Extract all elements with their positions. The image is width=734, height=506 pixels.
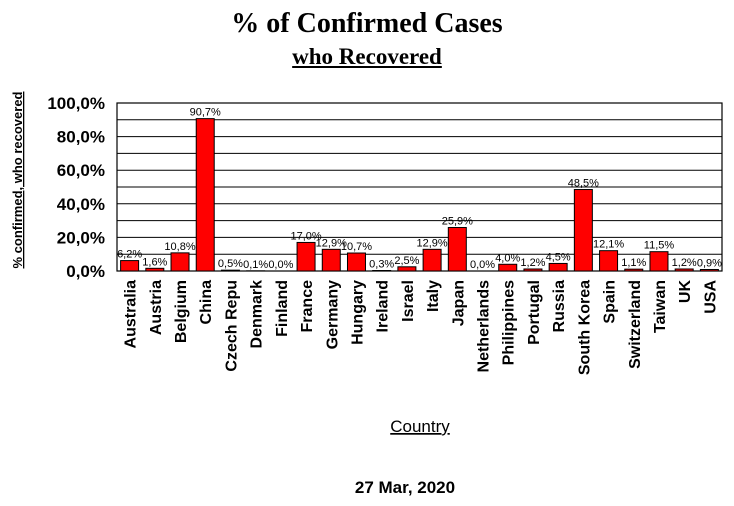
- x-tick-label: Spain: [602, 280, 619, 324]
- x-tick-label: Taiwan: [652, 280, 669, 333]
- x-tick-label: Switzerland: [627, 280, 644, 369]
- data-label: 12,9%: [417, 237, 448, 249]
- x-tick-label: Philippines: [501, 280, 518, 365]
- bar: [372, 269, 392, 272]
- bar: [397, 266, 417, 272]
- data-label: 6,2%: [117, 249, 142, 261]
- footer-date: 27 Mar, 2020: [354, 478, 456, 497]
- data-label: 4,5%: [546, 251, 571, 263]
- data-label: 12,1%: [593, 239, 624, 251]
- y-axis-label: % confirmed, who recovered: [10, 91, 25, 268]
- data-label: 25,9%: [442, 215, 473, 227]
- bar: [699, 268, 719, 272]
- x-tick-label: Finland: [274, 280, 291, 337]
- data-label: 48,5%: [568, 178, 599, 190]
- bar: [649, 251, 669, 272]
- bar: [346, 252, 366, 272]
- x-tick-label: Portugal: [526, 280, 543, 345]
- data-label: 12,9%: [316, 237, 347, 249]
- data-label: 0,0%: [268, 259, 293, 271]
- bar: [296, 241, 316, 272]
- data-label: 10,8%: [164, 241, 195, 253]
- x-tick-label: Hungary: [349, 280, 366, 345]
- chart-subtitle: who Recovered: [292, 44, 442, 69]
- data-label: 0,5%: [218, 258, 243, 270]
- y-tick-label: 80,0%: [57, 128, 105, 147]
- data-label: 1,2%: [520, 257, 545, 269]
- bar: [422, 248, 442, 272]
- x-tick-label: USA: [702, 280, 719, 314]
- bar: [523, 268, 543, 272]
- data-label: 1,2%: [672, 257, 697, 269]
- bar: [447, 226, 467, 272]
- bar: [624, 268, 644, 272]
- bar: [321, 248, 341, 272]
- data-label: 17,0%: [290, 230, 321, 242]
- bar: [195, 118, 215, 272]
- x-tick-label: Japan: [450, 280, 467, 326]
- data-label: 1,6%: [142, 256, 167, 268]
- y-tick-label: 20,0%: [57, 228, 105, 247]
- data-label: 0,3%: [369, 258, 394, 270]
- bar: [548, 262, 568, 272]
- x-tick-label: Austria: [148, 280, 165, 335]
- bar: [498, 263, 518, 272]
- data-label: 11,5%: [644, 240, 675, 252]
- plot-frame: [116, 102, 723, 272]
- data-label: 90,7%: [190, 107, 221, 119]
- x-tick-label: Russia: [551, 280, 568, 333]
- bar-chart: 0,0% 20,0% 40,0% 60,0% 80,0% 100,0% 6,2% Austra…: [10, 91, 723, 436]
- x-tick-label: Denmark: [249, 280, 266, 349]
- data-label: 4,0%: [495, 252, 520, 264]
- bar: [145, 267, 165, 272]
- data-label: 0,0%: [470, 259, 495, 271]
- bar: [120, 260, 140, 272]
- data-label: 0,1%: [243, 259, 268, 271]
- bar: [674, 268, 694, 272]
- y-tick-label: 0,0%: [66, 262, 105, 281]
- bar: [573, 189, 593, 272]
- x-tick-label: Ireland: [375, 280, 392, 332]
- x-tick-label: China: [198, 280, 215, 325]
- x-tick-label: Israel: [400, 280, 417, 322]
- x-tick-label: South Korea: [576, 280, 593, 375]
- y-tick-label: 100,0%: [47, 94, 105, 113]
- y-tick-label: 40,0%: [57, 195, 105, 214]
- data-label: 0,9%: [697, 257, 722, 269]
- x-tick-label: Italy: [425, 280, 442, 312]
- x-tick-label: Netherlands: [476, 280, 493, 373]
- y-tick-label: 60,0%: [57, 161, 105, 180]
- bar: [220, 269, 240, 272]
- data-label: 2,5%: [394, 255, 419, 267]
- x-tick-label: Germany: [324, 280, 341, 349]
- x-tick-label: France: [299, 280, 316, 333]
- data-label: 10,7%: [341, 241, 372, 253]
- x-tick-label: Australia: [123, 280, 140, 349]
- x-tick-label: Belgium: [173, 280, 190, 343]
- x-tick-label: UK: [677, 280, 694, 304]
- chart-title: % of Confirmed Cases: [231, 8, 503, 39]
- bar: [170, 252, 190, 272]
- data-label: 1,1%: [621, 257, 646, 269]
- x-axis-label: Country: [390, 417, 450, 436]
- bar: [599, 250, 619, 272]
- x-tick-label: Czech Repu: [223, 280, 240, 372]
